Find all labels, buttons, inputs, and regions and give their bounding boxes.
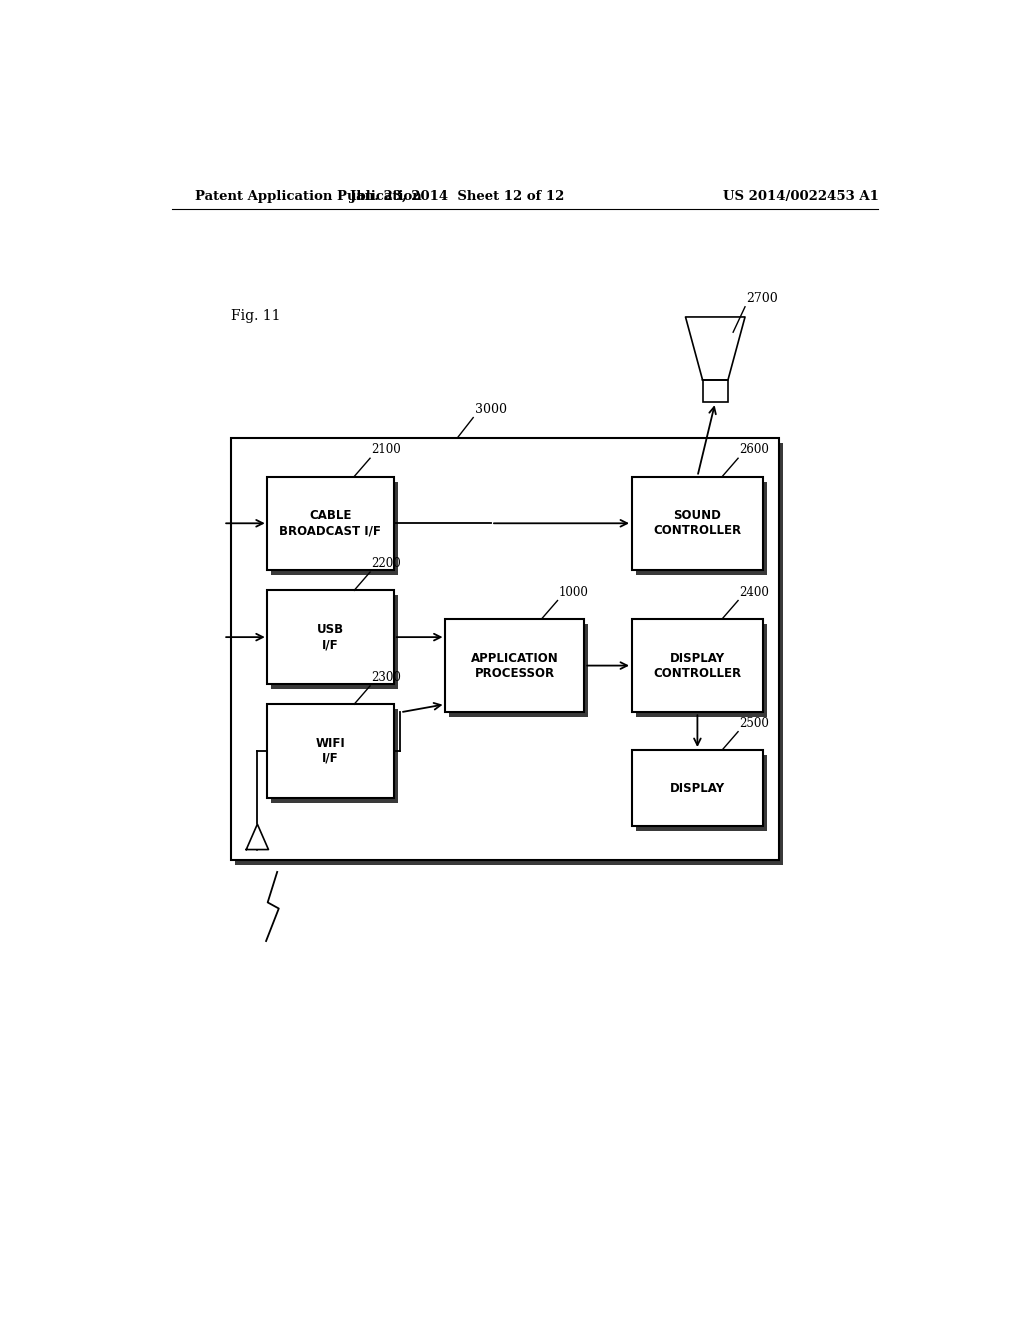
Text: 2700: 2700 [746, 292, 778, 305]
Bar [632, 619, 763, 713]
Polygon shape [246, 824, 268, 850]
Bar [636, 755, 767, 832]
Bar [231, 438, 778, 859]
Bar [632, 750, 763, 826]
Text: Patent Application Publication: Patent Application Publication [196, 190, 422, 202]
Bar [267, 590, 394, 684]
Text: 2100: 2100 [372, 444, 401, 457]
Text: 3000: 3000 [475, 403, 507, 416]
Text: SOUND
CONTROLLER: SOUND CONTROLLER [653, 510, 741, 537]
Text: 1000: 1000 [559, 586, 589, 598]
Text: CABLE
BROADCAST I/F: CABLE BROADCAST I/F [280, 510, 381, 537]
Text: Fig. 11: Fig. 11 [231, 309, 281, 323]
Text: APPLICATION
PROCESSOR: APPLICATION PROCESSOR [471, 652, 559, 680]
Bar [267, 477, 394, 570]
Text: Jan. 23, 2014  Sheet 12 of 12: Jan. 23, 2014 Sheet 12 of 12 [350, 190, 564, 202]
Bar [267, 704, 394, 797]
Polygon shape [685, 317, 745, 380]
Bar [270, 595, 397, 689]
Text: 2200: 2200 [372, 557, 401, 570]
Bar [270, 709, 397, 803]
Text: USB
I/F: USB I/F [316, 623, 344, 651]
Bar [236, 444, 782, 865]
Text: US 2014/0022453 A1: US 2014/0022453 A1 [723, 190, 879, 202]
Text: 2400: 2400 [739, 586, 770, 598]
Text: WIFI
I/F: WIFI I/F [315, 737, 345, 766]
Bar [270, 482, 397, 576]
Text: DISPLAY
CONTROLLER: DISPLAY CONTROLLER [653, 652, 741, 680]
Bar [450, 624, 588, 718]
Bar [636, 624, 767, 718]
Text: DISPLAY: DISPLAY [670, 781, 725, 795]
Bar [445, 619, 585, 713]
Text: 2500: 2500 [739, 717, 770, 730]
Text: 2300: 2300 [372, 671, 401, 684]
Bar [632, 477, 763, 570]
Bar [636, 482, 767, 576]
Bar [702, 380, 728, 403]
Text: 2600: 2600 [739, 444, 770, 457]
